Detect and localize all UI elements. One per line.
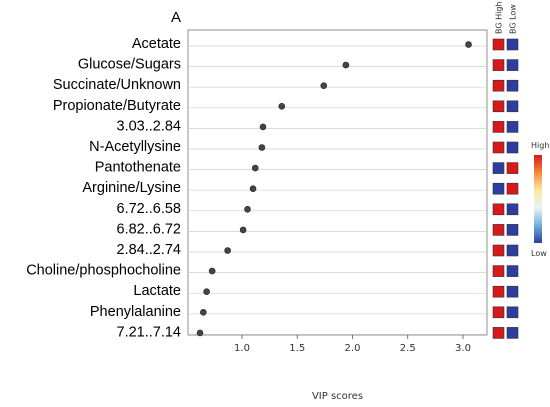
x-tick-label: 2.5 [400,343,416,354]
data-point [208,267,216,275]
category-label: 6.82..6.72 [117,221,182,237]
data-point [203,288,210,296]
data-point [465,41,472,48]
legend-high-label: High [531,141,549,150]
heatmap-cell [506,265,519,277]
plot-area: 1.0 1.5 2.0 2.5 3.0 VIP scores [187,29,488,402]
category-label: Succinate/Unknown [53,77,181,93]
category-label: N-Acetyllysine [89,139,181,155]
heatmap-cell [492,327,505,339]
category-label: Pantothenate [95,160,181,176]
heatmap-cell [492,162,505,174]
heatmap-cell [506,203,519,216]
data-point [259,123,267,131]
heatmap-cell [506,162,519,174]
data-point [224,247,231,254]
category-label: Choline/phosphocholine [26,263,181,279]
heatmap-cell [492,203,505,216]
heatmap-cell [506,100,519,113]
category-label: Phenylalanine [90,304,181,320]
category-label: 2.84..2.74 [117,242,182,258]
data-point [239,226,247,234]
data-point [251,164,259,172]
data-point [249,185,257,192]
heatmap-cell [492,265,505,277]
heatmap-cell [506,224,519,236]
heatmap-cell [506,121,519,133]
heatmap-cell [506,306,519,319]
heatmap-columns: BG High BG Low [492,2,519,339]
heatmap-cell [506,141,519,154]
heatmap-cell [506,79,519,92]
x-tick-label: 3.0 [455,343,471,354]
heatmap-cell [506,285,519,298]
heatmap-column-header: BG Low [509,4,518,34]
heatmap-cell [492,224,505,236]
data-point [196,329,204,337]
legend-colorbar [534,155,542,243]
heatmap-cell [506,244,519,257]
category-label: Propionate/Butyrate [53,98,181,114]
heatmap-cell [492,306,505,319]
heatmap-cell [506,59,519,71]
category-label: 7.21..7.14 [117,324,182,340]
heatmap-cell [492,79,505,92]
heatmap-cell [506,327,519,339]
heatmap-cell [492,38,505,51]
heatmap-cell [492,285,505,298]
data-point [342,61,350,69]
category-label: Acetate [132,36,181,52]
category-label: Arginine/Lysine [82,180,181,196]
x-tick-label: 1.5 [289,343,305,354]
category-labels: A Acetate Glucose/Sugars Succinate/Unknown P… [26,9,181,340]
heatmap-cell [492,182,505,195]
category-label: 3.03..2.84 [117,118,182,134]
category-label: Glucose/Sugars [78,57,181,73]
plot-frame [187,29,488,336]
x-tick-label: 2.0 [345,343,361,354]
heatmap-cell [506,182,519,195]
heatmap-cell [492,141,505,154]
data-point [278,103,286,110]
heatmap-cell [492,100,505,113]
x-axis-title: VIP scores [312,391,363,402]
color-legend: High Low [531,141,549,258]
panel-label: A [171,9,181,26]
data-point [200,308,207,316]
data-point [320,82,328,89]
heatmap-cell [506,38,519,51]
data-point [258,144,266,151]
heatmap-cell [492,244,505,257]
x-tick-label: 1.0 [234,343,250,354]
data-point [244,206,251,213]
category-label: 6.72..6.58 [117,201,182,217]
heatmap-column-header: BG High [495,2,504,34]
heatmap-cell [492,59,505,71]
legend-low-label: Low [531,249,547,258]
heatmap-cell [492,121,505,133]
category-label: Lactate [133,283,181,299]
